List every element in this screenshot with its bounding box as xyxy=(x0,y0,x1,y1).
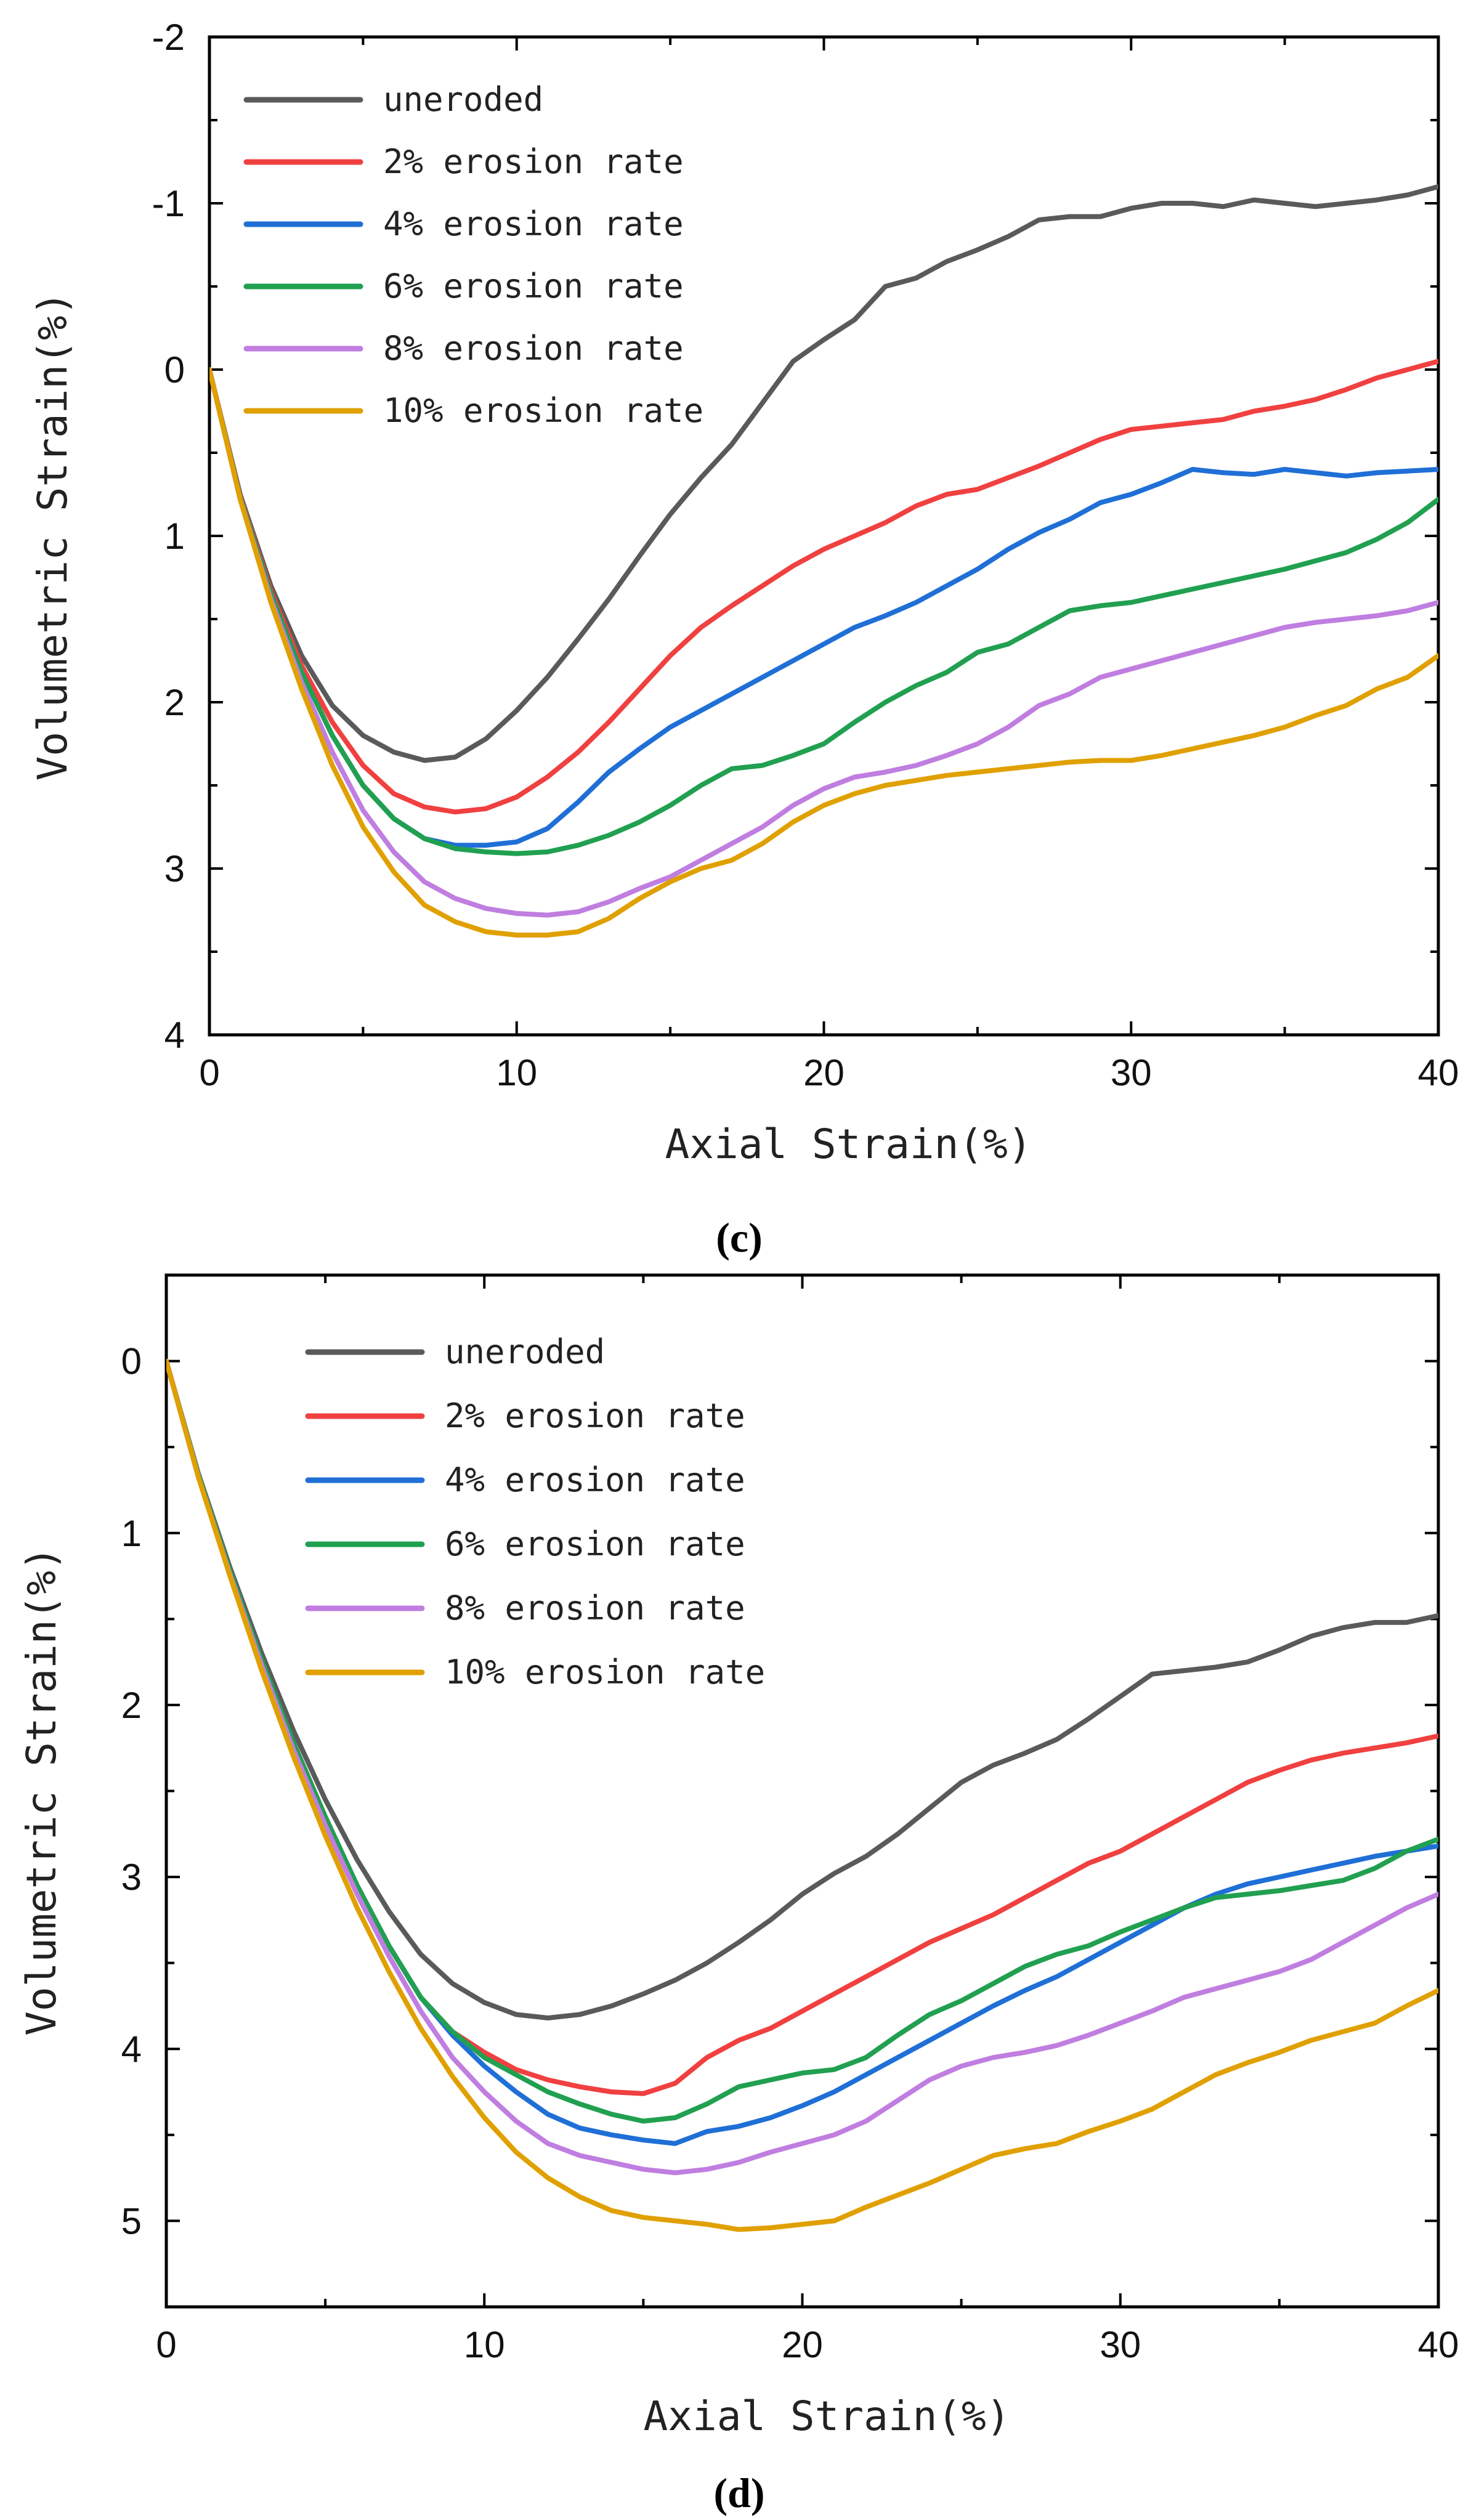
x-tick-label: 30 xyxy=(1100,2324,1141,2365)
x-axis-title: Axial Strain(%) xyxy=(643,2392,1010,2440)
y-tick-label: 1 xyxy=(121,1513,142,1554)
y-tick-label: 4 xyxy=(164,1015,185,1056)
y-tick-label: 0 xyxy=(121,1341,142,1382)
x-tick-label: 10 xyxy=(496,1052,537,1093)
series-line-8pct-erosion-rate xyxy=(209,367,1438,918)
y-tick-label: 3 xyxy=(164,848,185,889)
y-tick-label: -2 xyxy=(152,17,185,58)
legend-label-6pct-erosion-rate: 6% erosion rate xyxy=(383,267,684,306)
legend-label-uneroded: uneroded xyxy=(383,80,543,119)
panel-d: 0 10 20 30 40 0 1 2 3 4 5 Axial Strain(%) Volumetric… xyxy=(18,1273,1459,2440)
panel-c: 0 10 20 30 40 -2 -1 0 1 2 3 4 Axial Strain(%) Volumet… xyxy=(29,17,1459,1168)
series-line-10pct-erosion-rate xyxy=(209,367,1438,938)
panel-label-c: (c) xyxy=(716,1214,762,1261)
y-tick-label: 3 xyxy=(121,1857,142,1898)
series-line-uneroded xyxy=(209,184,1438,763)
legend-label-2pct-erosion-rate: 2% erosion rate xyxy=(383,142,684,181)
series-line-uneroded xyxy=(166,1358,1438,2020)
y-tick-label: 5 xyxy=(121,2200,142,2242)
x-tick-label: 20 xyxy=(782,2324,823,2365)
x-tick-label: 40 xyxy=(1418,1052,1459,1093)
legend-label-8pct-erosion-rate: 8% erosion rate xyxy=(383,329,684,368)
x-axis-title: Axial Strain(%) xyxy=(665,1120,1032,1168)
x-tick-label: 10 xyxy=(464,2324,505,2365)
legend-label-10pct-erosion-rate: 10% erosion rate xyxy=(445,1653,765,1691)
legend-label-8pct-erosion-rate: 8% erosion rate xyxy=(445,1589,745,1627)
x-tick-label: 0 xyxy=(156,2324,176,2365)
series-line-6pct-erosion-rate xyxy=(209,367,1438,856)
legend-label-2pct-erosion-rate: 2% erosion rate xyxy=(445,1396,745,1435)
y-tick-label: 2 xyxy=(121,1685,142,1726)
series-line-6pct-erosion-rate xyxy=(166,1358,1438,2124)
y-tick-label: -1 xyxy=(152,183,185,224)
x-tick-label: 0 xyxy=(199,1052,219,1093)
y-tick-label: 0 xyxy=(164,349,185,391)
x-tick-label: 30 xyxy=(1111,1052,1152,1093)
x-tick-label: 20 xyxy=(803,1052,845,1093)
panel-label-d: (d) xyxy=(713,2469,764,2516)
y-axis-title: Volumetric Strain(%) xyxy=(18,1546,65,2036)
y-tick-label: 1 xyxy=(164,516,185,557)
x-tick-label: 40 xyxy=(1418,2324,1459,2365)
y-tick-label: 2 xyxy=(164,682,185,723)
series-line-2pct-erosion-rate xyxy=(209,359,1438,815)
legend-label-4pct-erosion-rate: 4% erosion rate xyxy=(445,1461,745,1499)
legend-label-6pct-erosion-rate: 6% erosion rate xyxy=(445,1525,745,1563)
legend-label-4pct-erosion-rate: 4% erosion rate xyxy=(383,205,684,243)
legend-label-uneroded: uneroded xyxy=(445,1332,605,1371)
legend-label-10pct-erosion-rate: 10% erosion rate xyxy=(383,391,703,430)
series-line-10pct-erosion-rate xyxy=(166,1358,1438,2232)
series-line-8pct-erosion-rate xyxy=(166,1358,1438,2176)
y-tick-label: 4 xyxy=(121,2028,142,2070)
y-axis-title: Volumetric Strain(%) xyxy=(29,291,76,781)
